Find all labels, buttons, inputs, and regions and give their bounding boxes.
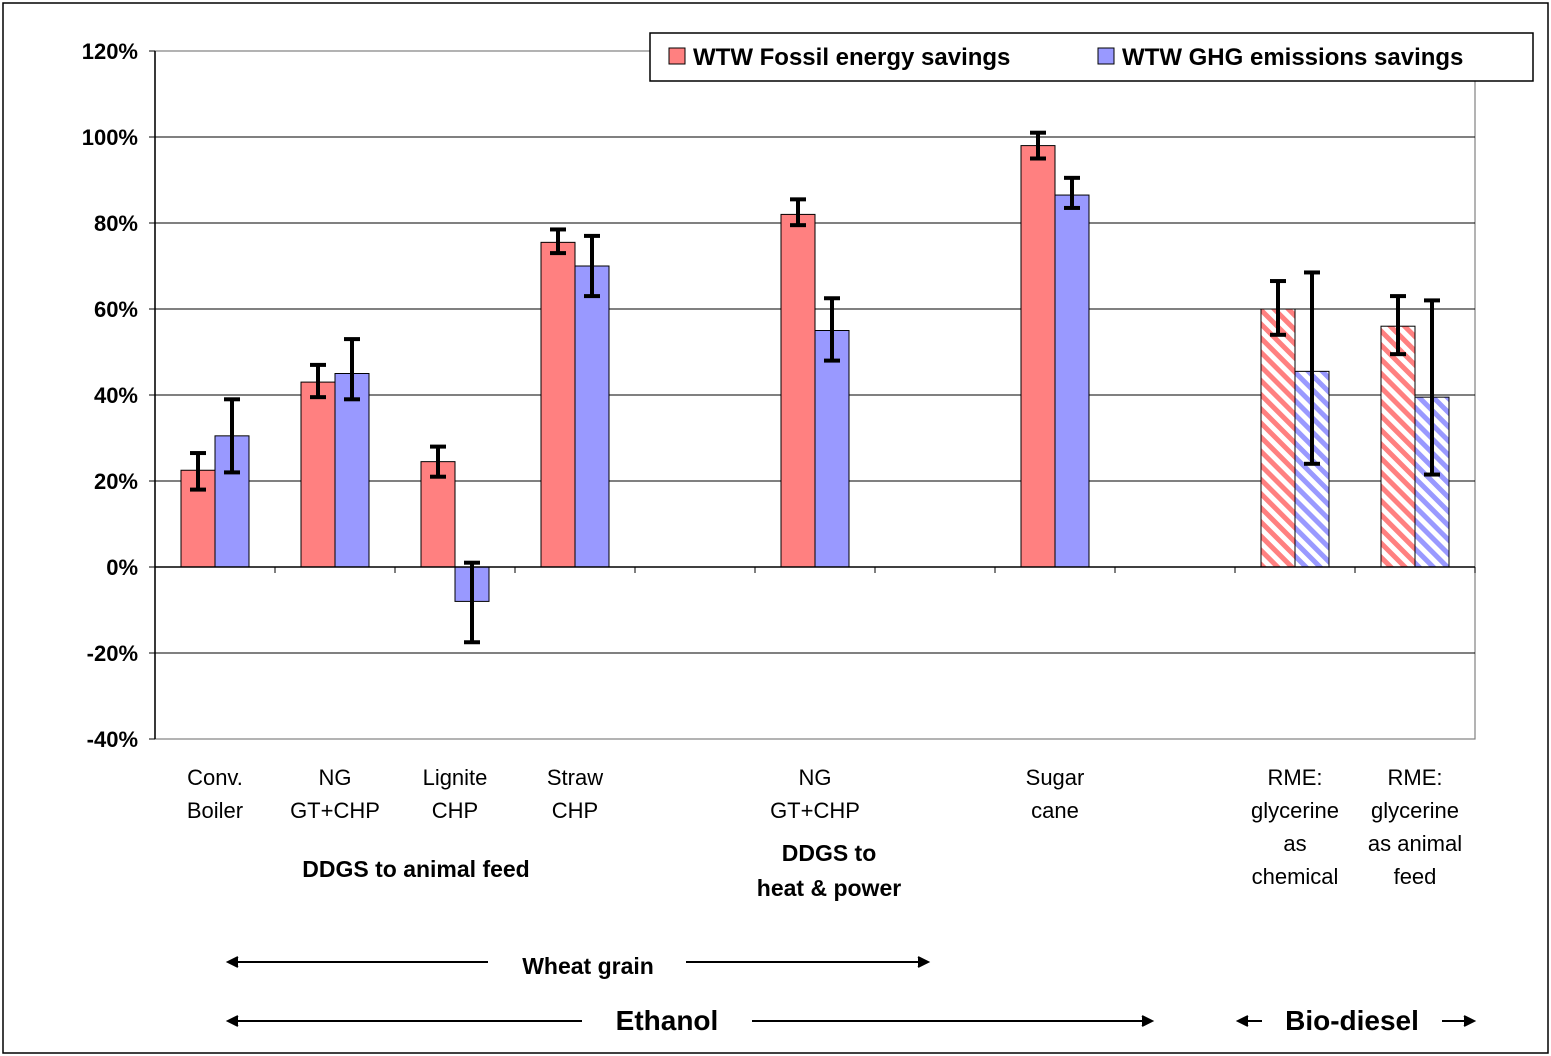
ethanol-arrow bbox=[225, 1015, 1155, 1027]
bar-fossil-9 bbox=[1260, 308, 1296, 568]
category-label: Boiler bbox=[187, 798, 243, 823]
category-labels: Conv. Boiler NG GT+CHP Lignite CHP Straw CHP NG G… bbox=[187, 765, 1462, 889]
bar-ghg-7 bbox=[1054, 194, 1090, 568]
biodiesel-arrow bbox=[1235, 1015, 1477, 1027]
error-bar-fossil-1 bbox=[310, 362, 326, 400]
error-bar-ghg-1 bbox=[344, 337, 360, 402]
group-label-animal-feed: DDGS to animal feed bbox=[302, 856, 529, 882]
bar-fossil-5 bbox=[780, 213, 816, 568]
error-bar-ghg-7 bbox=[1064, 175, 1080, 210]
error-bar-fossil-9 bbox=[1270, 279, 1286, 337]
error-bar-ghg-2 bbox=[464, 560, 480, 645]
category-label: CHP bbox=[432, 798, 478, 823]
category-label: NG bbox=[319, 765, 352, 790]
bars bbox=[180, 145, 1450, 602]
error-bar-ghg-5 bbox=[824, 296, 840, 363]
bar-fossil-10 bbox=[1380, 325, 1416, 568]
bar-fossil-7 bbox=[1020, 145, 1056, 568]
y-tick-label: 100% bbox=[82, 125, 138, 150]
category-label: Lignite bbox=[423, 765, 488, 790]
category-label: chemical bbox=[1252, 864, 1339, 889]
legend-label-fossil: WTW Fossil energy savings bbox=[693, 44, 1010, 71]
legend-label-ghg: WTW GHG emissions savings bbox=[1122, 44, 1463, 71]
y-tick-label: -40% bbox=[87, 727, 138, 752]
bar-fossil-1 bbox=[300, 381, 336, 568]
category-label: cane bbox=[1031, 798, 1079, 823]
error-bar-fossil-0 bbox=[190, 451, 206, 492]
category-label: GT+CHP bbox=[290, 798, 380, 823]
y-tick-label: 40% bbox=[94, 383, 138, 408]
error-bar-fossil-3 bbox=[550, 227, 566, 256]
error-bar-ghg-3 bbox=[584, 233, 600, 299]
y-tick-label: 120% bbox=[82, 39, 138, 64]
error-bar-ghg-0 bbox=[224, 397, 240, 475]
category-label: GT+CHP bbox=[770, 798, 860, 823]
x-axis bbox=[154, 566, 1476, 573]
wheat-grain-arrow bbox=[225, 956, 931, 968]
bar-ghg-3 bbox=[574, 265, 610, 568]
y-tick-label: 60% bbox=[94, 297, 138, 322]
biodiesel-label: Bio-diesel bbox=[1285, 1005, 1419, 1036]
y-tick-label: 0% bbox=[106, 555, 138, 580]
group-label-heat-power-line2: heat & power bbox=[757, 875, 901, 901]
category-label: glycerine bbox=[1251, 798, 1339, 823]
category-label: as bbox=[1283, 831, 1306, 856]
group-label-heat-power-line1: DDGS to bbox=[782, 840, 877, 866]
category-label: glycerine bbox=[1371, 798, 1459, 823]
legend-swatch-fossil bbox=[668, 47, 686, 65]
category-label: Straw bbox=[547, 765, 603, 790]
bar-fossil-3 bbox=[540, 241, 576, 568]
bar-fossil-2 bbox=[420, 461, 456, 568]
error-bar-fossil-2 bbox=[430, 444, 446, 479]
y-tick-label: 20% bbox=[94, 469, 138, 494]
category-label: RME: bbox=[1268, 765, 1323, 790]
category-label: Sugar bbox=[1026, 765, 1085, 790]
category-label: NG bbox=[799, 765, 832, 790]
category-label: CHP bbox=[552, 798, 598, 823]
error-bar-fossil-5 bbox=[790, 197, 806, 228]
wheat-grain-label: Wheat grain bbox=[522, 953, 654, 979]
error-bar-ghg-10 bbox=[1424, 298, 1440, 477]
category-label: feed bbox=[1394, 864, 1437, 889]
error-bars bbox=[190, 130, 1440, 645]
error-bar-fossil-10 bbox=[1390, 294, 1406, 357]
error-bar-fossil-7 bbox=[1030, 130, 1046, 161]
category-label: RME: bbox=[1388, 765, 1443, 790]
error-bar-ghg-9 bbox=[1304, 270, 1320, 466]
category-label: as animal bbox=[1368, 831, 1462, 856]
y-tick-label: -20% bbox=[87, 641, 138, 666]
bar-ghg-5 bbox=[814, 330, 850, 568]
legend: WTW Fossil energy savings WTW GHG emissi… bbox=[649, 32, 1534, 82]
category-label: Conv. bbox=[187, 765, 243, 790]
y-axis-ticks: 120% 100% 80% 60% 40% 20% 0% -20% -40% bbox=[82, 39, 156, 752]
legend-swatch-ghg bbox=[1097, 47, 1115, 65]
ethanol-label: Ethanol bbox=[616, 1005, 719, 1036]
legend-box bbox=[649, 32, 1534, 82]
bar-ghg-1 bbox=[334, 373, 370, 568]
y-tick-label: 80% bbox=[94, 211, 138, 236]
